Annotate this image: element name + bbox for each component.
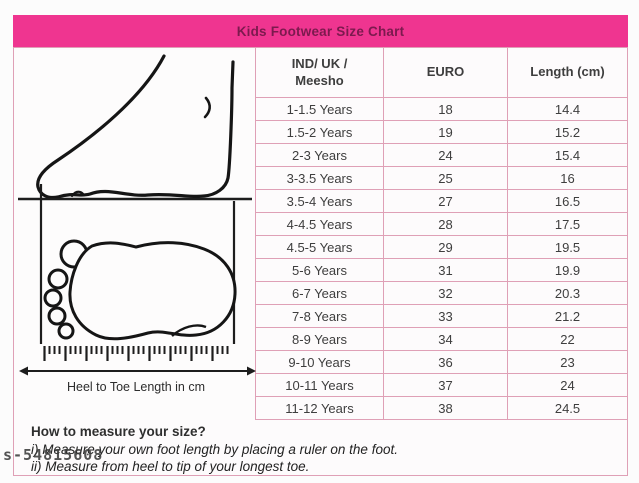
- table-row: 8-9 Years 34 22: [256, 328, 627, 351]
- table-cell: 16.5: [508, 190, 627, 213]
- column-header-length: Length (cm): [508, 48, 627, 98]
- table-cell: 18: [384, 98, 508, 121]
- table-cell: 19.9: [508, 259, 627, 282]
- foot-diagram-svg: Heel to Toe Length in cm: [18, 54, 256, 394]
- table-cell: 1-1.5 Years: [256, 98, 384, 121]
- table-cell: 23: [508, 351, 627, 374]
- table-cell: 24: [508, 374, 627, 397]
- table-cell: 4.5-5 Years: [256, 236, 384, 259]
- table-row: 4-4.5 Years 28 17.5: [256, 213, 627, 236]
- diagram-caption: Heel to Toe Length in cm: [67, 380, 205, 394]
- table-cell: 24.5: [508, 397, 627, 420]
- chart-body: Heel to Toe Length in cm IND/ UK / Meesh…: [13, 47, 628, 476]
- chart-title-bar: Kids Footwear Size Chart: [13, 15, 628, 47]
- table-cell: 17.5: [508, 213, 627, 236]
- table-cell: 34: [384, 328, 508, 351]
- chart-main: Heel to Toe Length in cm IND/ UK / Meesh…: [14, 48, 627, 420]
- table-cell: 11-12 Years: [256, 397, 384, 420]
- table-cell: 3-3.5 Years: [256, 167, 384, 190]
- table-row: 5-6 Years 31 19.9: [256, 259, 627, 282]
- table-cell: 3.5-4 Years: [256, 190, 384, 213]
- table-body: 1-1.5 Years 18 14.4 1.5-2 Years 19 15.2 2-3 Ye…: [256, 98, 627, 420]
- howto-step-2: ii) Measure from heel to tip of your lon…: [31, 459, 310, 474]
- table-row: 11-12 Years 38 24.5: [256, 397, 627, 420]
- column-header-ind-uk-meesho: IND/ UK / Meesho: [256, 48, 384, 98]
- table-row: 6-7 Years 32 20.3: [256, 282, 627, 305]
- table-cell: 33: [384, 305, 508, 328]
- table-row: 9-10 Years 36 23: [256, 351, 627, 374]
- table-row: 3-3.5 Years 25 16: [256, 167, 627, 190]
- table-row: 1.5-2 Years 19 15.2: [256, 121, 627, 144]
- table-cell: 15.4: [508, 144, 627, 167]
- table-cell: 27: [384, 190, 508, 213]
- table-cell: 32: [384, 282, 508, 305]
- foot-measurement-diagram: Heel to Toe Length in cm: [14, 48, 256, 420]
- table-cell: 22: [508, 328, 627, 351]
- table-cell: 14.4: [508, 98, 627, 121]
- ruler-ticks: [43, 346, 232, 361]
- foot-side-view: [36, 54, 235, 200]
- table-cell: 24: [384, 144, 508, 167]
- table-cell: 31: [384, 259, 508, 282]
- table-cell: 5-6 Years: [256, 259, 384, 282]
- table-cell: 7-8 Years: [256, 305, 384, 328]
- length-arrow: [19, 366, 256, 376]
- table-cell: 19: [384, 121, 508, 144]
- howto-step-1: i) Measure your own foot length by placi…: [31, 442, 398, 457]
- table-cell: 15.2: [508, 121, 627, 144]
- measurement-lines: [18, 184, 252, 344]
- table-row: 1-1.5 Years 18 14.4: [256, 98, 627, 121]
- table-row: 4.5-5 Years 29 19.5: [256, 236, 627, 259]
- table-cell: 10-11 Years: [256, 374, 384, 397]
- table-cell: 38: [384, 397, 508, 420]
- footprint-outline: [43, 239, 237, 341]
- chart-title: Kids Footwear Size Chart: [236, 23, 405, 39]
- table-cell: 36: [384, 351, 508, 374]
- table-row: 7-8 Years 33 21.2: [256, 305, 627, 328]
- table-cell: 37: [384, 374, 508, 397]
- table-cell: 9-10 Years: [256, 351, 384, 374]
- table-cell: 16: [508, 167, 627, 190]
- table-cell: 1.5-2 Years: [256, 121, 384, 144]
- table-cell: 8-9 Years: [256, 328, 384, 351]
- table-cell: 29: [384, 236, 508, 259]
- column-header-euro: EURO: [384, 48, 508, 98]
- table-cell: 4-4.5 Years: [256, 213, 384, 236]
- table-cell: 25: [384, 167, 508, 190]
- table-row: 10-11 Years 37 24: [256, 374, 627, 397]
- table-cell: 21.2: [508, 305, 627, 328]
- table-row: 3.5-4 Years 27 16.5: [256, 190, 627, 213]
- table-header-row: IND/ UK / Meesho EURO Length (cm): [256, 48, 627, 98]
- size-chart: Kids Footwear Size Chart: [13, 15, 628, 476]
- table-cell: 28: [384, 213, 508, 236]
- table-row: 2-3 Years 24 15.4: [256, 144, 627, 167]
- table-cell: 2-3 Years: [256, 144, 384, 167]
- table-cell: 6-7 Years: [256, 282, 384, 305]
- table-cell: 19.5: [508, 236, 627, 259]
- watermark: s-54815608: [3, 446, 104, 464]
- howto-title: How to measure your size?: [31, 424, 206, 439]
- size-table: IND/ UK / Meesho EURO Length (cm) 1-1.5 …: [256, 48, 627, 420]
- howto-section: How to measure your size? i) Measure you…: [14, 420, 627, 475]
- table-cell: 20.3: [508, 282, 627, 305]
